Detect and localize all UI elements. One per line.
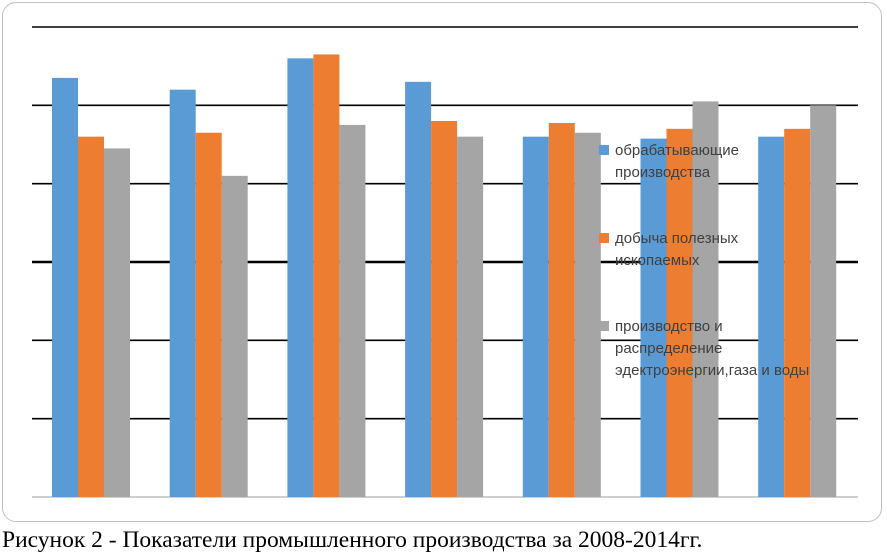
bar-3-3 [339,124,366,498]
legend-swatch-3 [599,321,609,331]
bar-1-1 [52,77,78,498]
bar-3-5 [574,132,601,497]
legend: обрабатывающие производства добыча полезны… [599,142,809,379]
bar-1-4 [405,81,432,497]
bar-1-6 [640,138,667,497]
bar-2-4 [431,121,458,497]
bar-1-3 [287,58,314,497]
bar-2-7 [784,128,811,498]
bar-2-3 [313,54,340,498]
bar-1-7 [758,136,785,497]
legend-swatch-2 [599,233,609,243]
bar-chart: обрабатывающие производства добыча полезны… [32,26,858,498]
bar-1-5 [522,136,549,497]
bar-2-2 [195,132,222,497]
figure-caption: Рисунок 2 - Показатели промышленного про… [2,527,703,553]
bar-2-1 [78,136,104,497]
bar-3-6 [692,101,719,498]
bar-2-5 [548,122,575,497]
bar-3-1 [104,148,130,497]
legend-label-1: обрабатывающие производства [615,142,739,181]
bar-2-6 [666,128,693,498]
bar-1-2 [169,89,196,498]
bar-3-7 [810,105,837,497]
bars [52,54,837,498]
legend-swatch-1 [599,145,609,155]
bar-3-4 [457,136,484,497]
legend-label-3: производство и распределение эдектроэнерги… [615,318,809,379]
legend-label-2: добыча полезных ископаемых [615,230,739,269]
bar-3-2 [221,175,248,498]
